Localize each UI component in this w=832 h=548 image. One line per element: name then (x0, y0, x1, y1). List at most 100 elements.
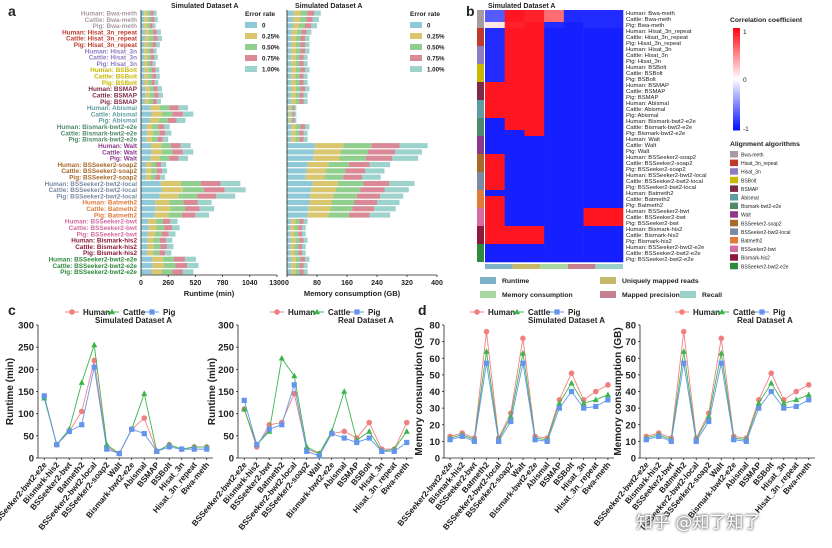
line-chart-point (805, 391, 812, 398)
heatmap-group-strip (477, 232, 484, 238)
runtime-bar-segment (141, 218, 149, 224)
heatmap-cell (583, 256, 604, 263)
colorbar-step (733, 94, 740, 98)
runtime-bar-segment (182, 111, 194, 117)
runtime-bar-segment (195, 212, 209, 218)
line-chart-point (718, 349, 725, 356)
line-chart-y-tick-label: 200 (218, 365, 234, 376)
colorbar-step (733, 76, 740, 80)
memory-bar-segment (309, 199, 332, 205)
colorbar-step (733, 58, 740, 62)
row-label: Human: Hisat_3n_repeat (62, 29, 138, 36)
heatmap-cell (524, 136, 545, 143)
memory-bar-segment (305, 256, 310, 262)
algorithm-legend-label: Bismark-his2 (741, 256, 770, 262)
colorbar-step (733, 96, 740, 100)
memory-bar-segment (291, 124, 296, 130)
row-label: Cattle: BSSeeker2-soap2 (61, 168, 137, 175)
heatmap-cell (544, 160, 565, 167)
heatmap-cell (563, 100, 584, 107)
heatmap-cell (504, 118, 525, 125)
memory-bar-segment (287, 168, 307, 174)
colorbar-step (733, 117, 740, 121)
heatmap-cell (504, 220, 525, 227)
heatmap-row-label: Cattle: Abismal (626, 107, 665, 113)
runtime-bar-segment (141, 206, 156, 212)
heatmap-cell (603, 76, 624, 83)
heatmap-group-strip (477, 124, 484, 130)
line-chart-point (341, 388, 348, 394)
colorbar-tick-label: 0 (743, 77, 747, 84)
heatmap-cell (603, 238, 624, 245)
memory-bar-segment (295, 54, 300, 60)
row-label: Human: BSMAP (88, 86, 137, 93)
memory-bar-segment (302, 250, 306, 256)
line-chart-point (354, 439, 360, 446)
runtime-bar-segment (148, 225, 157, 231)
runtime-bar-segment (141, 54, 145, 60)
algorithm-legend-swatch (730, 254, 738, 261)
line-chart-point (403, 428, 410, 434)
line-chart-point (507, 413, 514, 419)
line-chart-y-tick-label: 0 (29, 454, 34, 465)
line-chart-point (680, 348, 687, 354)
runtime-bar-segment (151, 111, 162, 117)
heatmap-row-label: Human: Bismark-bwt2-e2e (626, 119, 696, 125)
runtime-bar-segment (159, 130, 166, 136)
runtime-bar-segment (144, 80, 148, 86)
runtime-bar-segment (141, 111, 152, 117)
runtime-bar-segment (160, 174, 166, 180)
runtime-bar-segment (141, 92, 146, 98)
heatmap-cell (524, 178, 545, 185)
line-chart-point (459, 433, 465, 439)
memory-bar-segment (345, 168, 365, 174)
line-chart-point (604, 391, 611, 398)
memory-bar-segment (296, 48, 301, 54)
memory-bar-segment (287, 86, 292, 92)
heatmap-cell (583, 10, 604, 17)
heatmap-cell (603, 28, 624, 35)
runtime-bar-segment (166, 244, 174, 250)
runtime-bar-segment (200, 180, 221, 187)
heatmap-cell (583, 190, 604, 197)
line-chart-y-tick-label: 60 (625, 354, 636, 365)
algorithm-legend-swatch (730, 237, 738, 244)
runtime-bar-segment (141, 244, 148, 250)
runtime-bar-segment (150, 48, 154, 54)
row-label: Pig: Bismark-bwt2-e2e (68, 137, 137, 144)
line-chart-point (593, 403, 599, 410)
line-chart-y-tick-label: 250 (218, 343, 234, 354)
line-chart-point (279, 422, 285, 428)
runtime-bar-segment (147, 10, 151, 16)
line-chart-point (366, 435, 372, 441)
runtime-bar-segment (156, 162, 162, 168)
heatmap-cell (544, 70, 565, 77)
runtime-bar-segment (160, 244, 167, 250)
runtime-bar-segment (141, 105, 151, 111)
heatmap-cell (583, 184, 604, 191)
colorbar-step (733, 48, 740, 52)
memory-bar-segment (287, 212, 308, 218)
memory-bar-segment (303, 262, 308, 269)
heatmap-cell (485, 118, 506, 125)
algorithm-legend-label: Hisat_3n (741, 170, 761, 176)
algorithm-legend-swatch (730, 185, 738, 192)
runtime-bar-segment (148, 73, 153, 79)
line-chart-point (793, 396, 800, 403)
heatmap-cell (544, 106, 565, 113)
heatmap-cell (524, 22, 545, 29)
heatmap-cell (504, 88, 525, 95)
colorbar-step (733, 127, 740, 131)
memory-bar-segment (311, 23, 317, 29)
colorbar-step (733, 104, 740, 108)
memory-bar-segment (307, 10, 314, 16)
heatmap-cell (544, 148, 565, 155)
heatmap-cell (485, 190, 506, 197)
heatmap-cell (485, 244, 506, 251)
line-chart-point (316, 453, 322, 459)
heatmap-cell (485, 64, 506, 71)
runtime-bar-segment (153, 244, 161, 250)
panel-c-label: c (8, 302, 16, 318)
memory-bar-segment (298, 231, 302, 237)
heatmap-row-label: Human: Walt (626, 137, 660, 143)
